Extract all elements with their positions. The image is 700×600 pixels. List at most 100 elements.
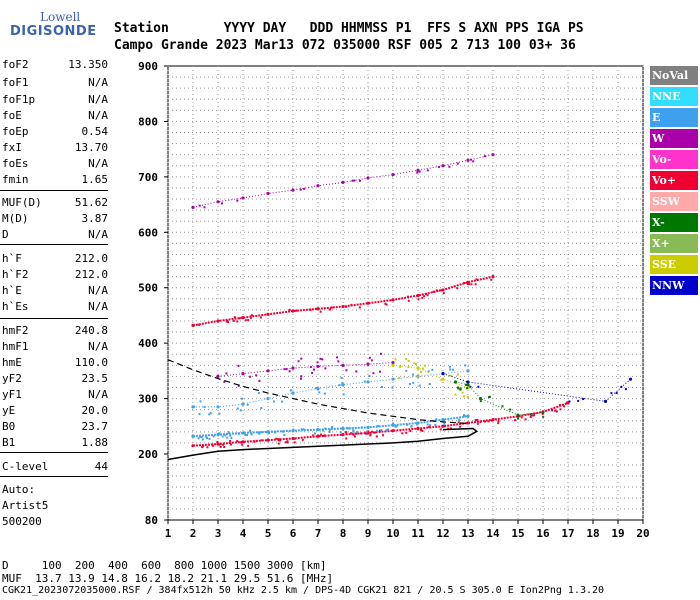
auto-label: Auto: (2, 483, 36, 496)
param-name: hmF2 (2, 324, 29, 337)
trace-point (341, 304, 345, 309)
trace-point (366, 380, 370, 384)
trace-dot (323, 392, 326, 395)
param-row: foEs N/A (2, 157, 108, 173)
trace-dot (559, 408, 562, 411)
trace-dot (247, 444, 250, 447)
trace-dot (484, 420, 487, 423)
trace-point (291, 366, 295, 370)
trace-dot (391, 386, 394, 389)
trace-dot (458, 425, 461, 428)
param-name: yF1 (2, 388, 22, 401)
trace-dot (406, 423, 409, 426)
trace-dot (428, 382, 431, 385)
trace-dot (350, 303, 353, 306)
trace-dot (421, 296, 424, 299)
trace-dot (476, 422, 479, 425)
trace-point (191, 434, 195, 438)
trace-point (316, 364, 320, 369)
param-value: N/A (88, 228, 108, 241)
trace-dot (229, 434, 232, 437)
param-row: fxI 13.70 (2, 141, 108, 157)
trace-dot (367, 430, 370, 433)
trace-point (466, 421, 470, 425)
trace-point (291, 391, 295, 395)
header-row-2: Campo Grande 2023 Mar13 072 035000 RSF 0… (114, 38, 576, 53)
trace-dot (246, 403, 249, 406)
trace-dot (352, 429, 355, 432)
trace-dot (509, 408, 512, 411)
trace-dot (206, 446, 209, 449)
trace-dot (288, 308, 291, 311)
trace-dot (434, 424, 437, 427)
trace-dot (275, 437, 278, 440)
trace-dot (401, 432, 404, 435)
trace-dot (218, 432, 221, 435)
trace-dot (236, 440, 239, 443)
trace-dot (216, 440, 219, 443)
trace-dot (257, 431, 260, 434)
trace-dot (329, 308, 332, 311)
trace-dot (193, 405, 196, 408)
trace-dot (199, 400, 202, 403)
trace-point (191, 323, 195, 328)
trace-dot (462, 414, 465, 417)
x-tick-label: 17 (561, 527, 574, 540)
param-name: h`F2 (2, 268, 29, 281)
param-value: N/A (88, 340, 108, 353)
trace-dot (319, 433, 322, 436)
trace-dot (352, 433, 355, 436)
param-name: B1 (2, 436, 16, 449)
trace-dot (466, 396, 469, 399)
trace-dot (452, 368, 455, 371)
trace-dot (466, 387, 469, 390)
trace-dot (281, 400, 284, 403)
param-name: foEs (2, 157, 29, 170)
trace-dot (468, 283, 471, 286)
trace-point (416, 366, 420, 370)
trace-dot (339, 431, 342, 434)
legend-item: X- (650, 213, 698, 232)
trace-dot (435, 289, 438, 292)
trace-dot (501, 405, 504, 408)
trace-dot (355, 370, 358, 373)
param-name: fmin (2, 173, 29, 186)
legend-item: Vo- (650, 150, 698, 169)
param-name: hmF1 (2, 340, 29, 353)
trace-dot (352, 430, 355, 433)
param-row: D N/A (2, 228, 108, 244)
trace-dot (258, 379, 261, 382)
trace-dot (464, 415, 467, 418)
trace-dot (237, 432, 240, 435)
param-row: yE 20.0 (2, 404, 108, 420)
trace-dot (477, 385, 480, 388)
trace-dot (223, 445, 226, 448)
param-separator (0, 318, 108, 319)
trace-dot (551, 409, 554, 412)
trace-dot (203, 406, 206, 409)
trace-dot (463, 281, 466, 284)
param-row: h`F2 212.0 (2, 268, 108, 284)
trace-dot (459, 387, 462, 390)
param-name: B0 (2, 420, 16, 433)
trace-dot (497, 420, 500, 423)
trace-dot (566, 401, 569, 404)
param-row: B0 23.7 (2, 420, 108, 436)
trace-dot (409, 429, 412, 432)
param-value: 110.0 (74, 356, 108, 369)
trace-dot (202, 445, 205, 448)
trace-point (516, 413, 520, 417)
trace-point (241, 196, 245, 200)
trace-dot (321, 358, 324, 361)
trace-dot (531, 414, 534, 417)
trace-dot (426, 169, 429, 172)
trace-dot (328, 430, 331, 433)
trace-dot (284, 441, 287, 444)
x-tick-label: 5 (265, 527, 272, 540)
trace-point (216, 319, 220, 323)
legend-item: X+ (650, 234, 698, 253)
x-tick-label: 2 (190, 527, 197, 540)
trace-point (453, 380, 458, 384)
trace-dot (370, 359, 373, 362)
trace-dot (199, 435, 202, 438)
